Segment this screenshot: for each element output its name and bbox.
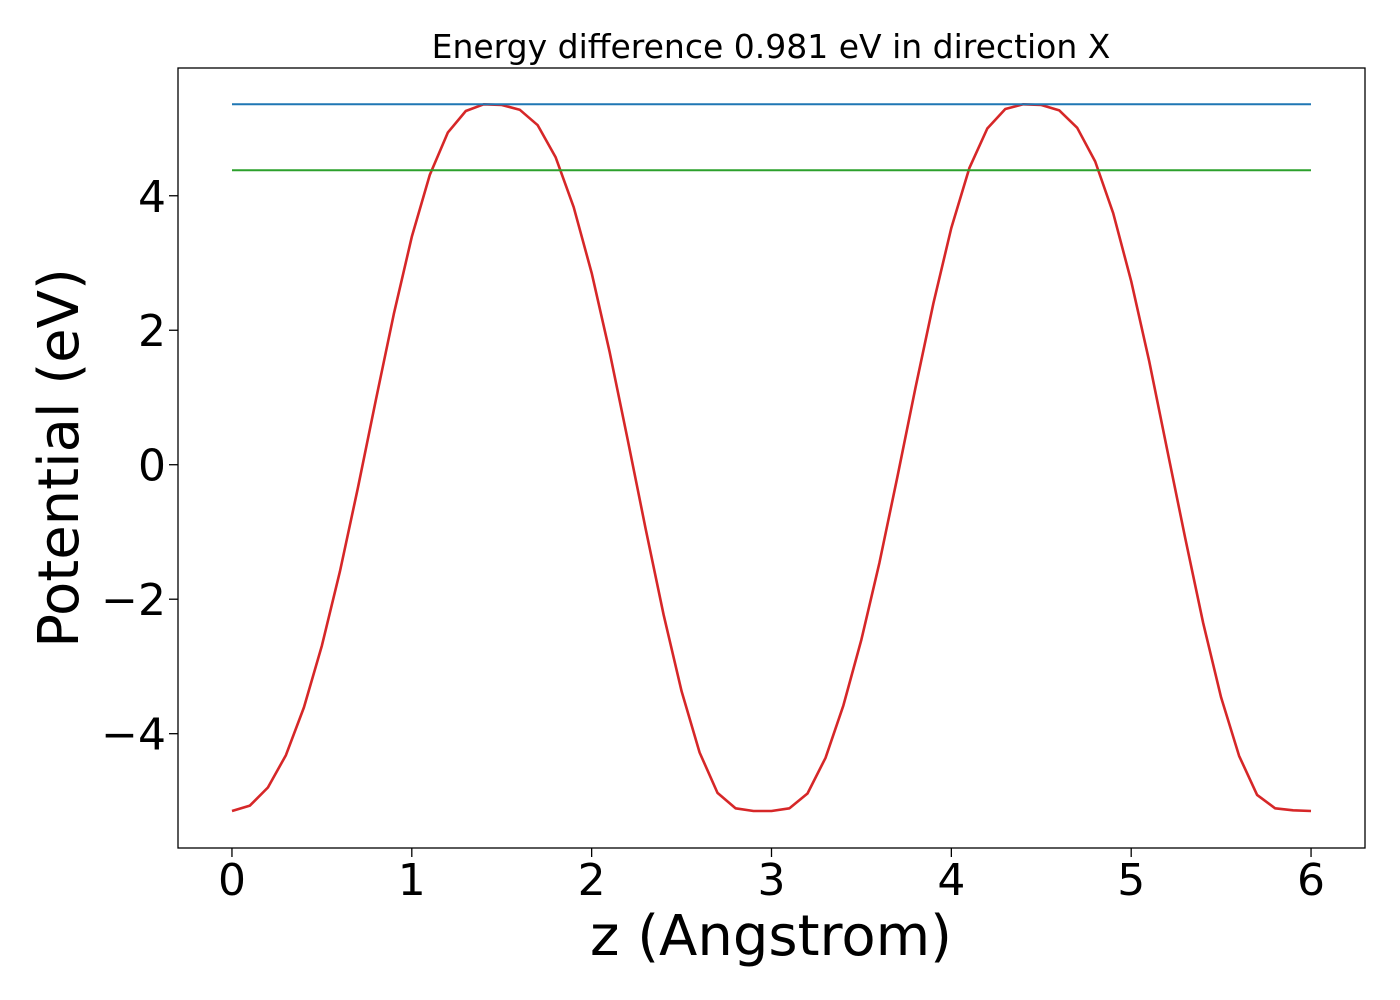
x-tick-label: 0	[218, 855, 246, 906]
x-tick-label: 5	[1117, 855, 1145, 906]
y-tick-label: −4	[101, 710, 166, 761]
y-tick-label: −2	[101, 575, 166, 626]
x-tick-label: 4	[937, 855, 965, 906]
y-axis: −4 −2 0 2 4	[101, 172, 178, 761]
x-tick-label: 3	[758, 855, 786, 906]
plot-frame	[177, 67, 1366, 849]
y-tick-label: 0	[138, 441, 166, 492]
y-tick-label: 2	[138, 306, 166, 357]
x-tick-label: 1	[398, 855, 426, 906]
x-tick-label: 2	[578, 855, 606, 906]
x-tick-label: 6	[1297, 855, 1325, 906]
x-axis: 0 1 2 3 4 5 6	[218, 848, 1325, 906]
y-tick-label: 4	[138, 172, 166, 223]
chart-title: Energy difference 0.981 eV in direction …	[432, 27, 1111, 66]
plot-lines	[231, 103, 1312, 813]
x-axis-label: z (Angstrom)	[590, 904, 952, 969]
y-axis-label: Potential (eV)	[27, 268, 92, 648]
series-line-1	[231, 103, 1312, 813]
